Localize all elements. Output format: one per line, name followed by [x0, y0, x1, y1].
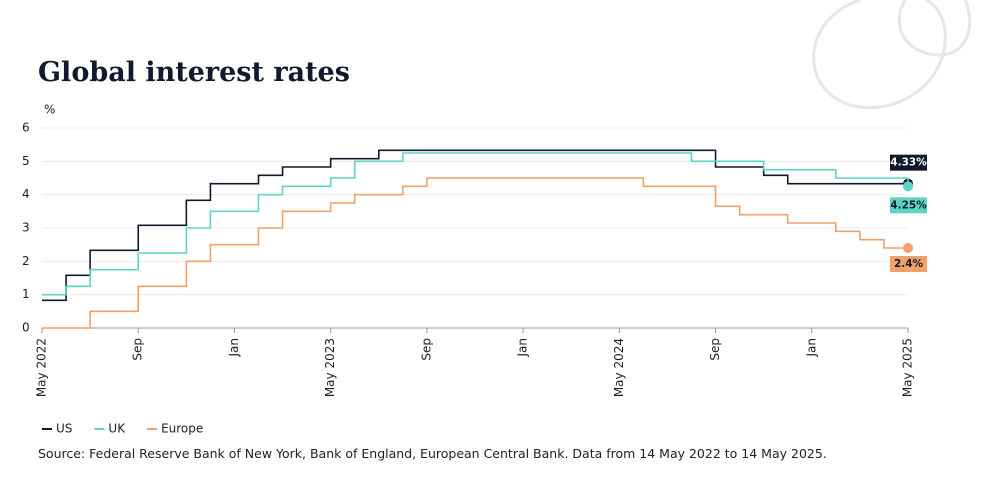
decor-loop	[897, 0, 972, 57]
series-line	[42, 152, 909, 296]
legend-label: US	[56, 422, 72, 436]
end-label-box	[890, 154, 927, 171]
x-tick-label: Sep	[131, 338, 145, 361]
end-label: 2.4%	[890, 256, 927, 272]
end-point	[903, 243, 913, 253]
x-tick-label: Jan	[516, 338, 530, 358]
series-line	[42, 177, 908, 329]
end-label-box	[890, 197, 927, 214]
x-tick-label: May 2025	[901, 338, 915, 397]
x-tick-label: May 2024	[612, 338, 626, 397]
chart-title: Global interest rates	[38, 57, 350, 88]
x-tick-label: May 2022	[35, 338, 49, 397]
end-label: 4.33%	[890, 154, 927, 171]
y-tick-label: 1	[22, 287, 30, 301]
y-tick-label: 3	[22, 221, 30, 235]
source-note: Source: Federal Reserve Bank of New York…	[38, 446, 827, 461]
legend-label: UK	[108, 422, 126, 436]
y-axis-label: %	[44, 103, 55, 117]
y-tick-label: 4	[22, 187, 30, 201]
x-tick-label: Jan	[804, 338, 818, 358]
y-tick-label: 6	[22, 121, 30, 135]
end-label-text: 4.33%	[890, 157, 927, 169]
x-tick-label: May 2023	[323, 338, 337, 397]
series-line	[42, 149, 908, 302]
y-tick-label: 2	[22, 254, 30, 268]
end-label-text: 2.4%	[894, 258, 924, 270]
legend-label: Europe	[161, 422, 203, 436]
end-point	[903, 181, 913, 192]
end-label-box	[890, 256, 927, 272]
x-tick-label: Sep	[419, 338, 433, 361]
end-label: 4.25%	[890, 197, 927, 214]
end-label-text: 4.25%	[890, 199, 927, 211]
y-tick-label: 0	[22, 321, 30, 335]
decoration	[812, 0, 972, 110]
x-tick-label: Jan	[227, 338, 241, 358]
y-tick-label: 5	[22, 154, 30, 168]
x-tick-label: Sep	[708, 338, 722, 361]
decor-loop	[812, 0, 947, 110]
